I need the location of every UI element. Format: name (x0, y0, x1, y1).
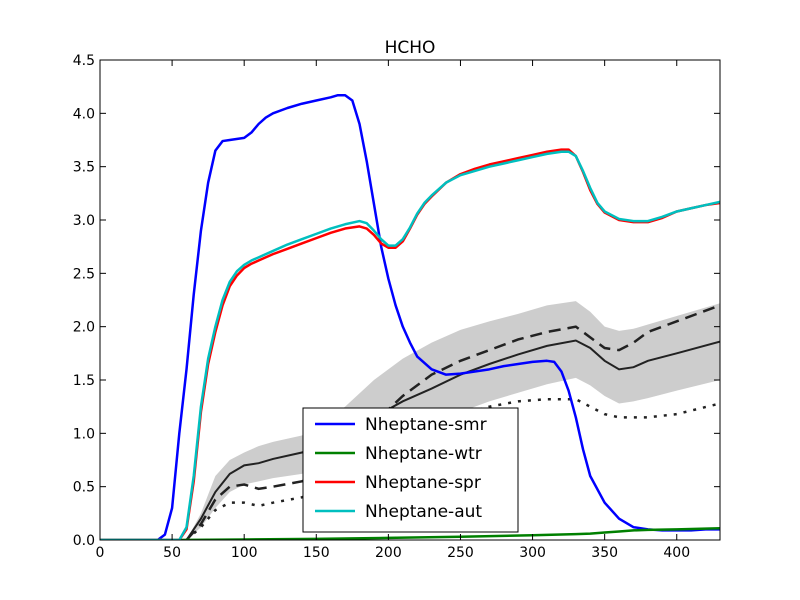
legend-label: Nheptane-smr (365, 415, 487, 435)
x-tick-label: 250 (447, 545, 474, 561)
x-tick-label: 350 (591, 545, 618, 561)
y-tick-label: 0.0 (73, 533, 95, 549)
x-tick-label: 200 (375, 545, 402, 561)
axes: 0 50 100 150 200 250 300 350 400 0.0 0.5 1.0 1.5 2.0 2… (73, 53, 721, 561)
y-tick-label: 3.0 (73, 213, 95, 229)
series-line-nheptane-wtr (100, 527, 720, 540)
legend-label: Nheptane-spr (365, 473, 481, 493)
x-tick-label: 100 (231, 545, 258, 561)
plot-clip-group (100, 93, 720, 540)
observation-mean-line (185, 339, 720, 540)
y-tick-label: 4.0 (73, 106, 95, 122)
y-tick-label: 1.0 (73, 426, 95, 442)
observation-dashed-line (185, 304, 720, 540)
plot-frame (99, 59, 721, 541)
x-tick-label: 150 (303, 545, 330, 561)
x-tick-label: 50 (163, 545, 181, 561)
observation-range-band (186, 301, 720, 540)
legend-label: Nheptane-wtr (365, 444, 482, 464)
y-tick-label: 1.5 (73, 373, 95, 389)
y-tick-label: 0.5 (73, 480, 95, 496)
x-tick-label: 0 (96, 545, 105, 561)
legend: Nheptane-smr Nheptane-wtr Nheptane-spr Nhep… (302, 407, 519, 533)
y-tick-label: 3.5 (73, 160, 95, 176)
y-tick-label: 4.5 (73, 53, 95, 69)
y-tick-label: 2.5 (73, 266, 95, 282)
x-tick-label: 400 (663, 545, 690, 561)
series-line-nheptane-smr (100, 93, 720, 540)
series-line-nheptane-aut (100, 150, 720, 540)
legend-label: Nheptane-aut (365, 502, 482, 522)
observation-dotted-line (185, 397, 720, 540)
plot-area (100, 93, 720, 540)
x-tick-label: 300 (519, 545, 546, 561)
y-tick-label: 2.0 (73, 320, 95, 336)
chart-title: HCHO (385, 38, 436, 58)
